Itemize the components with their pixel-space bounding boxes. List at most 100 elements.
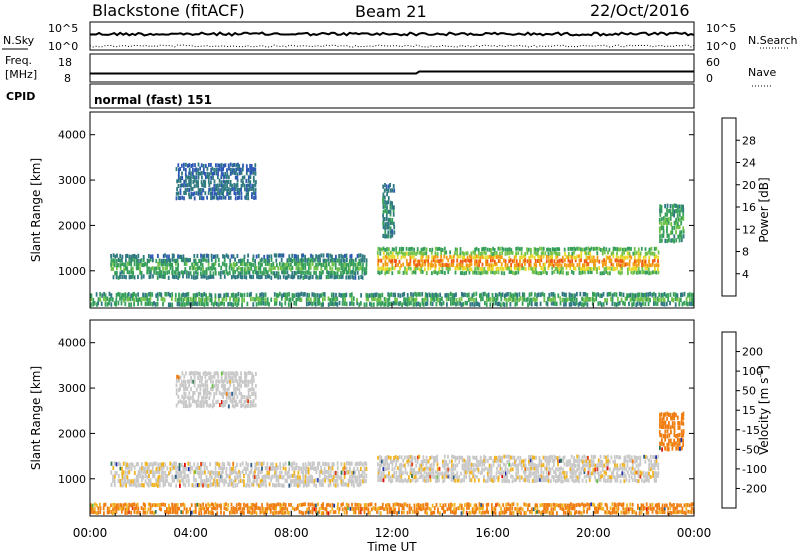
heatmap-cell bbox=[460, 302, 463, 307]
heatmap-cell bbox=[288, 469, 290, 474]
heatmap-cell bbox=[587, 251, 590, 256]
heatmap-cell bbox=[262, 296, 265, 301]
heatmap-cell bbox=[405, 479, 408, 484]
heatmap-cell bbox=[193, 258, 196, 263]
heatmap-cell bbox=[358, 302, 361, 307]
heatmap-cell bbox=[407, 458, 410, 463]
heatmap-cell bbox=[377, 467, 380, 472]
heatmap-cell bbox=[298, 292, 301, 298]
heatmap-cell bbox=[229, 258, 232, 263]
heatmap-cell bbox=[209, 462, 212, 467]
heatmap-cell bbox=[485, 255, 487, 260]
heatmap-cell bbox=[609, 479, 611, 483]
heatmap-cell bbox=[260, 301, 263, 306]
heatmap-cell bbox=[610, 258, 613, 263]
heatmap-cell bbox=[578, 466, 580, 471]
heatmap-cell bbox=[224, 402, 226, 407]
heatmap-cell bbox=[200, 301, 203, 306]
heatmap-cell bbox=[318, 507, 321, 511]
heatmap-cell bbox=[207, 175, 210, 180]
heatmap-cell bbox=[379, 297, 382, 302]
heatmap-cell bbox=[164, 262, 167, 267]
heatmap-cell bbox=[663, 302, 666, 307]
heatmap-cell bbox=[452, 463, 455, 468]
heatmap-cell bbox=[215, 195, 218, 200]
heatmap-cell bbox=[252, 482, 255, 487]
heatmap-cell bbox=[162, 462, 165, 467]
heatmap-cell bbox=[213, 403, 216, 407]
heatmap-cell bbox=[331, 466, 334, 471]
heatmap-cell bbox=[148, 259, 150, 264]
heatmap-cell bbox=[466, 255, 469, 260]
heatmap-cell bbox=[264, 507, 267, 511]
heatmap-cell bbox=[666, 442, 669, 448]
heatmap-cell bbox=[412, 302, 415, 307]
heatmap-cell bbox=[623, 250, 625, 255]
heatmap-cell bbox=[539, 262, 541, 267]
heatmap-cell bbox=[178, 474, 181, 479]
heatmap-cell bbox=[417, 502, 420, 507]
heatmap-cell bbox=[678, 297, 681, 302]
heatmap-cell bbox=[679, 446, 681, 451]
heatmap-cell bbox=[295, 297, 298, 303]
heatmap-cell bbox=[613, 455, 616, 459]
heatmap-cell bbox=[266, 474, 269, 479]
heatmap-cell bbox=[121, 471, 124, 476]
heatmap-cell bbox=[205, 510, 207, 514]
heatmap-cell bbox=[562, 474, 565, 479]
heatmap-cell bbox=[359, 466, 362, 471]
heatmap-cell bbox=[315, 275, 318, 280]
heatmap-cell bbox=[637, 262, 640, 267]
heatmap-cell bbox=[174, 507, 177, 511]
heatmap-cell bbox=[238, 383, 241, 388]
heatmap-cell bbox=[617, 262, 620, 267]
heatmap-cell bbox=[188, 171, 190, 176]
heatmap-cell bbox=[388, 254, 390, 259]
heatmap-cell bbox=[396, 251, 399, 256]
heatmap-cell bbox=[538, 271, 541, 276]
heatmap-cell bbox=[340, 274, 343, 280]
heatmap-cell bbox=[385, 187, 388, 192]
heatmap-cell bbox=[680, 234, 683, 240]
heatmap-cell bbox=[520, 462, 523, 467]
heatmap-cell bbox=[322, 478, 324, 483]
heatmap-cell bbox=[486, 479, 489, 483]
heatmap-cell bbox=[309, 510, 312, 514]
heatmap-cell bbox=[378, 510, 380, 515]
heatmap-cell bbox=[441, 463, 444, 468]
heatmap-cell bbox=[389, 200, 392, 205]
heatmap-cell bbox=[304, 462, 307, 467]
heatmap-cell bbox=[334, 510, 337, 514]
heatmap-cell bbox=[411, 467, 414, 472]
heatmap-cell bbox=[192, 379, 195, 384]
heatmap-cell bbox=[347, 266, 350, 271]
heatmap-cell bbox=[356, 270, 359, 275]
heatmap-cell bbox=[431, 263, 433, 268]
heatmap-cell bbox=[224, 183, 226, 188]
heatmap-cell bbox=[219, 403, 221, 407]
heatmap-cell bbox=[604, 298, 606, 303]
heatmap-cell bbox=[388, 292, 391, 298]
freq-unit: [MHz] bbox=[5, 68, 37, 81]
heatmap-cell bbox=[496, 293, 499, 298]
heatmap-cell bbox=[318, 261, 321, 266]
heatmap-cell bbox=[206, 465, 208, 471]
heatmap-cell bbox=[125, 254, 127, 259]
heatmap-cell bbox=[470, 466, 473, 471]
heatmap-cell bbox=[434, 254, 437, 259]
heatmap-cell bbox=[121, 270, 123, 275]
heatmap-cell bbox=[491, 293, 494, 298]
heatmap-cell bbox=[389, 475, 392, 480]
heatmap-cell bbox=[533, 250, 536, 255]
heatmap-cell bbox=[531, 466, 534, 471]
heatmap-cell bbox=[230, 470, 233, 475]
heatmap-cell bbox=[447, 454, 449, 459]
heatmap-cell bbox=[240, 184, 243, 188]
heatmap-cell bbox=[252, 471, 255, 476]
heatmap-cell bbox=[575, 474, 577, 479]
heatmap-cell bbox=[434, 266, 437, 271]
heatmap-cell bbox=[595, 292, 598, 298]
heatmap-cell bbox=[649, 467, 652, 472]
heatmap-cell bbox=[638, 292, 641, 297]
